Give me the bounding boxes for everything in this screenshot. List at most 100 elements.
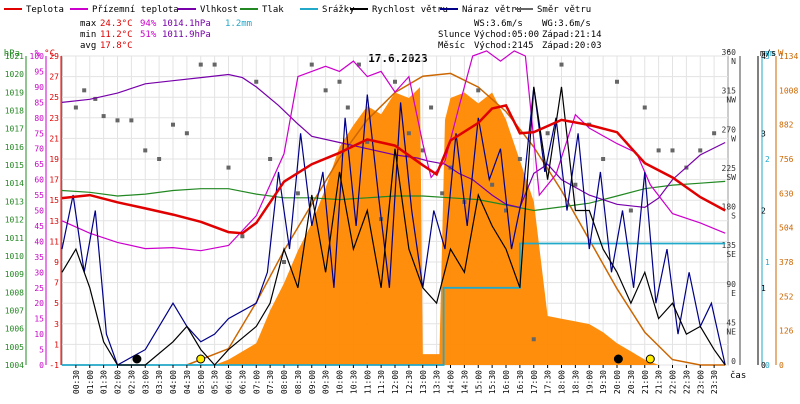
legend-label: Tlak	[262, 5, 284, 15]
humidity-axis-tick-label: 0	[39, 361, 44, 370]
pressure-axis-tick-label: 1020	[5, 70, 24, 79]
wind-direction-point	[212, 62, 217, 67]
direction-tick-deg: 90	[726, 280, 736, 289]
temperature-axis-tick-label: 11	[49, 237, 59, 246]
wind-direction-point	[268, 157, 273, 161]
x-tick-label: 16:30	[516, 370, 525, 394]
sun-rise: Východ:05:00	[474, 30, 539, 40]
legend-label: Srážky	[322, 5, 355, 15]
stats-min-temp: 11.2°C	[100, 30, 133, 40]
x-tick-label: 22:30	[682, 370, 691, 394]
x-tick-label: 17:30	[544, 370, 553, 394]
x-tick-label: 21:00	[641, 370, 650, 394]
temperature-axis-tick-label: 23	[49, 114, 59, 123]
pressure-axis-tick-label: 1008	[5, 288, 24, 297]
rain-axis-unit: mm	[764, 49, 775, 59]
wind-direction-point	[309, 62, 314, 67]
temperature-axis-tick-label: 17	[49, 176, 59, 185]
pressure-axis-tick-label: 1016	[5, 143, 24, 152]
wind-direction-point	[628, 208, 633, 213]
solar-axis-tick-label: 882	[779, 121, 794, 130]
wind-axis-tick-label: 0	[761, 361, 766, 370]
x-axis-ticks: 00:30 01:00 01:30 02:00 02:30 03:00 03:30 04:00…	[72, 365, 719, 394]
temperature-axis-tick-label: 3	[54, 320, 59, 329]
humidity-axis-tick-label: 5	[39, 346, 44, 355]
x-tick-label: 11:00	[363, 370, 372, 394]
legend-label: Teplota	[26, 5, 64, 15]
moon-label: Měsíc	[438, 41, 465, 51]
direction-axis-unit: °	[726, 49, 731, 59]
x-tick-label: 17:00	[530, 370, 539, 394]
wind-direction-point	[295, 191, 300, 196]
wind-gust-info: WG:3.6m/s	[542, 19, 591, 29]
wind-direction-point	[517, 157, 522, 161]
pressure-axis-tick-label: 1021	[5, 52, 24, 61]
temperature-axis-tick-label: -1	[49, 361, 59, 370]
pressure-axis-tick-label: 1012	[5, 216, 24, 225]
wind-direction-point	[101, 114, 106, 119]
x-tick-label: 01:30	[100, 370, 109, 394]
humidity-axis-tick-label: 20	[34, 299, 44, 308]
wind-axis-tick-label: 2	[761, 207, 766, 216]
humidity-axis-tick-label: 75	[34, 129, 44, 138]
direction-tick-dir: SW	[726, 173, 736, 182]
wind-direction-point	[365, 139, 370, 144]
x-tick-label: 10:30	[349, 370, 358, 394]
wind-direction-point	[171, 122, 175, 127]
x-tick-label: 06:00	[225, 370, 234, 394]
x-tick-label: 13:30	[433, 370, 442, 394]
stats-min-press: 1011.9hPa	[162, 30, 211, 40]
wind-direction-point	[429, 105, 434, 110]
wind-direction-point	[559, 62, 564, 67]
wind-direction-point	[712, 131, 717, 136]
x-tick-label: 19:00	[585, 370, 594, 394]
x-tick-label: 21:30	[655, 370, 664, 394]
temperature-axis-tick-label: 25	[49, 93, 59, 102]
wind-direction-point	[356, 62, 361, 67]
solar-axis-tick-label: 0	[779, 361, 784, 370]
sun-label: Slunce	[438, 30, 471, 40]
humidity-axis-tick-label: 45	[34, 222, 44, 231]
series-line-teplota	[61, 103, 726, 235]
wind-direction-point	[545, 131, 550, 136]
direction-tick-deg: 270	[722, 125, 737, 134]
rain-axis-tick-label: 3	[765, 52, 770, 61]
x-tick-label: 23:00	[696, 370, 705, 394]
wind-direction-point	[601, 157, 606, 161]
wind-direction-point	[393, 79, 397, 84]
humidity-axis-tick-label: 85	[34, 98, 44, 107]
wind-direction-point	[93, 96, 98, 101]
temperature-axis-tick-label: 27	[49, 73, 59, 82]
temperature-axis-tick-label: 13	[49, 217, 59, 226]
x-axis-label: čas	[730, 370, 746, 381]
solar-axis-tick-label: 630	[779, 189, 794, 198]
x-tick-label: 22:00	[669, 370, 678, 394]
x-tick-label: 18:30	[571, 370, 580, 394]
pressure-axis-tick-label: 1015	[5, 161, 24, 170]
solar-axis-unit: W	[778, 49, 784, 59]
pressure-axis-tick-label: 1004	[5, 361, 24, 370]
stats-max-press: 1014.1hPa	[162, 19, 211, 29]
pressure-axis-tick-label: 1017	[5, 125, 24, 134]
x-tick-label: 04:30	[183, 370, 192, 394]
wind-direction-point	[670, 148, 675, 153]
sun-set: Západ:21:14	[542, 30, 602, 40]
x-tick-label: 09:00	[308, 370, 317, 394]
humidity-axis-tick-label: 25	[34, 284, 44, 293]
wind-direction-point	[184, 131, 189, 136]
plot-area	[61, 50, 726, 366]
wind-direction-point	[143, 148, 148, 153]
direction-tick-dir: NE	[726, 327, 736, 336]
humidity-axis-tick-label: 50	[34, 207, 44, 216]
direction-tick-deg: 360	[722, 48, 737, 57]
x-tick-label: 12:00	[391, 370, 400, 394]
wind-direction-point	[476, 88, 481, 93]
wind-direction-point	[615, 79, 619, 84]
wind-direction-point	[282, 260, 286, 264]
pressure-axis-tick-label: 1005	[5, 343, 24, 352]
legend-label: Vlhkost	[200, 5, 238, 15]
wind-direction-point	[129, 118, 134, 123]
x-tick-label: 08:00	[280, 370, 289, 394]
x-tick-label: 05:00	[197, 370, 206, 394]
